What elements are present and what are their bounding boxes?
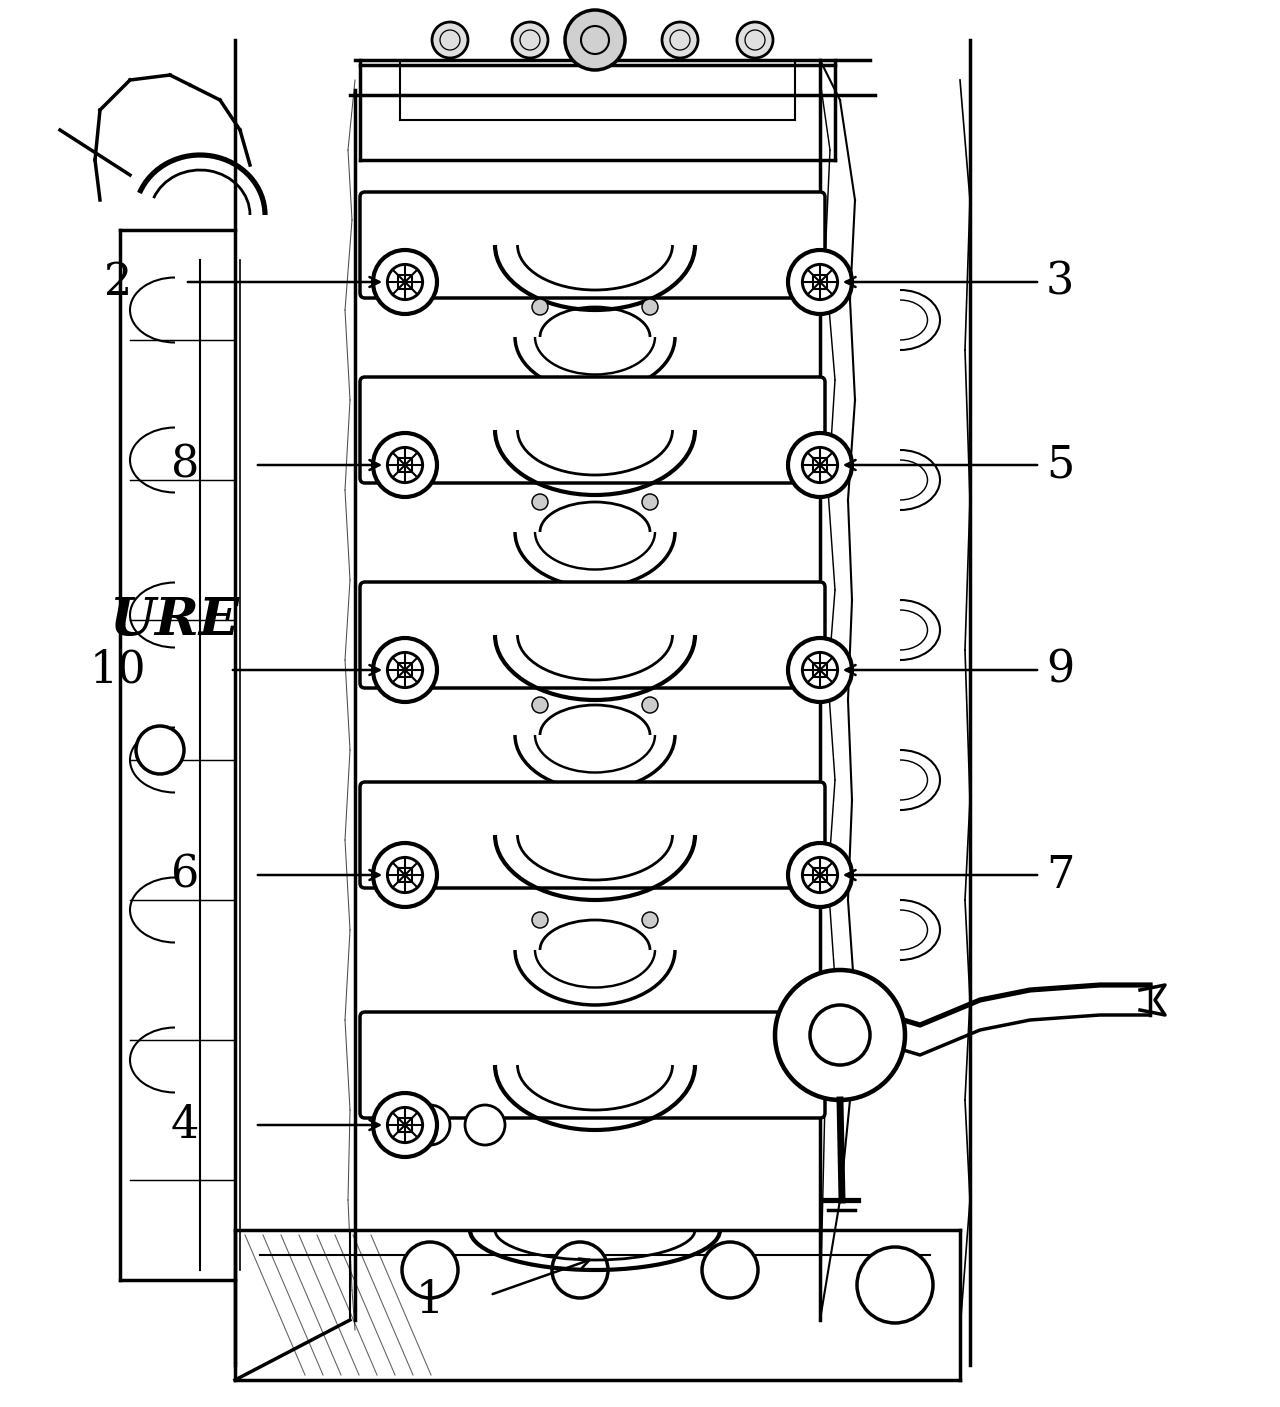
Text: 10: 10 (90, 649, 146, 692)
Circle shape (372, 637, 436, 702)
Circle shape (643, 494, 658, 509)
Text: 5: 5 (1046, 443, 1074, 487)
Circle shape (402, 1242, 458, 1299)
Text: 8: 8 (170, 443, 200, 487)
Circle shape (552, 1242, 608, 1299)
Text: 4: 4 (170, 1103, 200, 1147)
Circle shape (372, 1093, 436, 1157)
Circle shape (788, 843, 852, 908)
Circle shape (410, 1104, 451, 1145)
Circle shape (532, 494, 548, 509)
Circle shape (512, 23, 548, 58)
FancyBboxPatch shape (360, 782, 826, 888)
Circle shape (788, 250, 852, 314)
Text: 3: 3 (1046, 260, 1074, 304)
Text: 6: 6 (170, 854, 200, 896)
Circle shape (532, 696, 548, 713)
Circle shape (643, 300, 658, 315)
Text: URE: URE (110, 595, 241, 646)
Circle shape (372, 433, 436, 497)
Circle shape (433, 23, 468, 58)
Circle shape (136, 726, 184, 774)
Circle shape (582, 23, 618, 58)
Circle shape (737, 23, 773, 58)
Circle shape (532, 300, 548, 315)
Circle shape (662, 23, 698, 58)
Circle shape (372, 843, 436, 908)
Circle shape (701, 1242, 758, 1299)
Circle shape (643, 696, 658, 713)
Circle shape (788, 433, 852, 497)
Text: 7: 7 (1046, 854, 1074, 896)
Text: 2: 2 (104, 260, 132, 304)
Circle shape (810, 1005, 870, 1065)
Circle shape (532, 912, 548, 929)
Text: 9: 9 (1046, 649, 1074, 692)
Circle shape (774, 969, 905, 1100)
FancyBboxPatch shape (360, 377, 826, 483)
Circle shape (858, 1247, 933, 1323)
Text: 1: 1 (416, 1279, 444, 1321)
Circle shape (643, 912, 658, 929)
FancyBboxPatch shape (360, 1012, 826, 1119)
FancyBboxPatch shape (360, 582, 826, 688)
Circle shape (564, 10, 625, 70)
FancyBboxPatch shape (360, 191, 826, 298)
Circle shape (788, 637, 852, 702)
Circle shape (372, 250, 436, 314)
Circle shape (465, 1104, 506, 1145)
